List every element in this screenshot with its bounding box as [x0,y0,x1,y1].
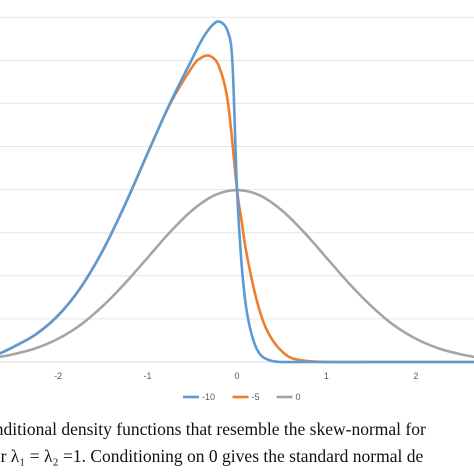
legend-label: -10 [202,392,215,402]
series-lines [0,20,474,364]
legend-label: 0 [296,392,301,402]
caption-line-2: for λ₁ = λ₂ =1. Conditioning on 0 gives … [0,446,424,466]
x-tick-label: -1 [144,371,152,381]
x-tick-label: 2 [413,371,418,381]
density-chart: -2 -1 0 1 2 -10 -5 0 [0,16,474,402]
series-line-neg10 [0,20,474,364]
x-tick-label: 0 [234,371,239,381]
gridlines [0,16,474,320]
caption-line-1: onditional density functions that resemb… [0,419,426,439]
x-tick-labels: -2 -1 0 1 2 [54,371,418,381]
x-tick-label: 1 [324,371,329,381]
legend: -10 -5 0 [183,392,301,402]
legend-label: -5 [252,392,260,402]
x-tick-label: -2 [54,371,62,381]
